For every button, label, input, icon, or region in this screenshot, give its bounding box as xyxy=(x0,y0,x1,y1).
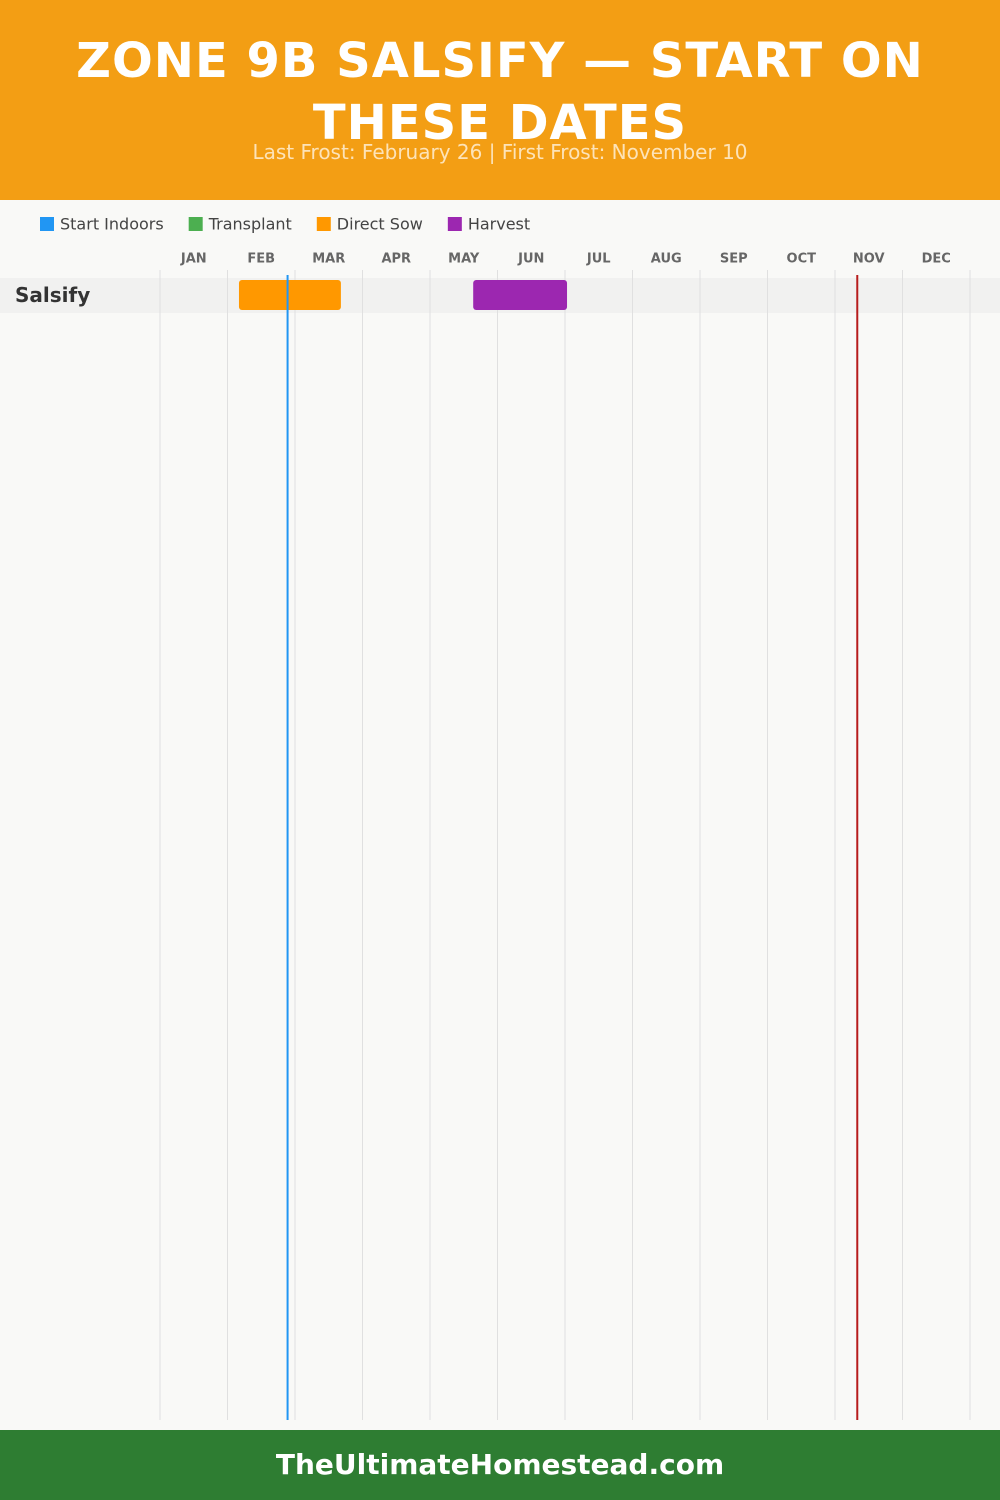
range-bar xyxy=(473,280,568,310)
subtitle: Last Frost: February 26 | First Frost: N… xyxy=(252,140,748,164)
legend-swatch xyxy=(447,217,462,231)
month-label: MAR xyxy=(312,252,345,267)
legend-label: Transplant xyxy=(208,215,292,234)
legend-swatch xyxy=(40,217,54,231)
month-label: NOV xyxy=(853,252,885,267)
month-label: JUN xyxy=(517,252,544,267)
chart: JAN FEB MAR APR MAY JUN JUL AUG SEP OCT NOV DEC Star… xyxy=(0,215,1000,1420)
legend-swatch xyxy=(316,217,331,231)
month-label: JUL xyxy=(586,252,611,267)
month-label: AUG xyxy=(651,252,682,267)
month-label: JAN xyxy=(180,252,207,267)
title: ZONE 9B SALSIFY — START ON THESE DATES xyxy=(76,33,924,151)
month-label: FEB xyxy=(247,252,275,267)
row-label: Salsify xyxy=(15,283,90,307)
month-label: MAY xyxy=(448,252,480,267)
legend-label: Direct Sow xyxy=(337,215,423,234)
month-label: SEP xyxy=(720,252,748,267)
legend-label: Harvest xyxy=(468,215,530,234)
month-label: DEC xyxy=(922,252,951,267)
header: ZONE 9B SALSIFY — START ON THESE DATES L… xyxy=(0,0,1000,200)
footer: TheUltimateHomestead.com xyxy=(0,1430,1000,1500)
month-label: APR xyxy=(381,252,411,267)
legend-label: Start Indoors xyxy=(60,215,164,234)
range-bar xyxy=(238,280,341,310)
legend-swatch xyxy=(188,217,203,231)
month-label: OCT xyxy=(787,252,817,267)
